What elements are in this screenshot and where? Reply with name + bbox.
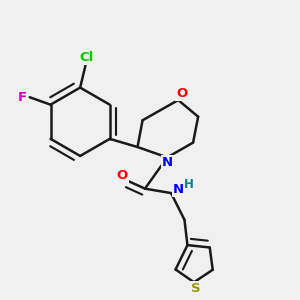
- Text: S: S: [191, 282, 200, 295]
- Text: O: O: [116, 169, 128, 182]
- Text: N: N: [173, 183, 184, 196]
- Text: F: F: [18, 91, 27, 104]
- Text: H: H: [184, 178, 194, 191]
- Text: Cl: Cl: [80, 51, 94, 64]
- Text: N: N: [162, 156, 173, 169]
- Text: O: O: [176, 87, 188, 100]
